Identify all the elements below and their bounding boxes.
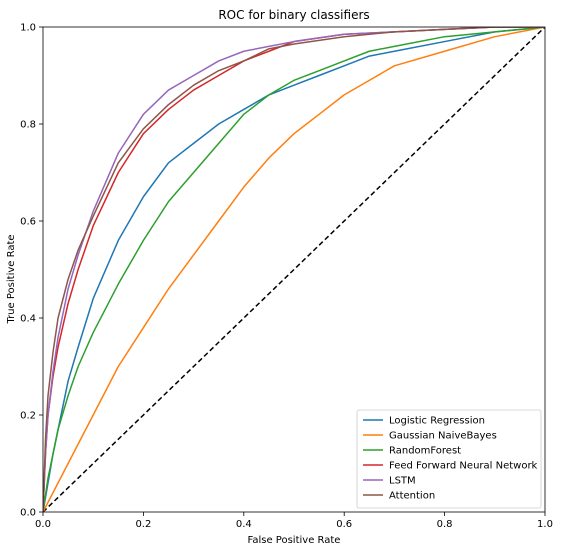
legend-box xyxy=(356,409,542,509)
x-axis-label: False Positive Rate xyxy=(248,535,341,546)
x-tick-label: 0.0 xyxy=(35,519,51,530)
y-tick-label: 0.0 xyxy=(20,508,36,519)
series-line-logistic-regression xyxy=(43,27,545,512)
series-line-gaussian-naivebayes xyxy=(43,27,545,512)
chart-title: ROC for binary classifiers xyxy=(218,8,369,22)
x-tick-label: 0.6 xyxy=(336,519,352,530)
y-tick-label: 1.0 xyxy=(20,23,36,34)
y-tick-label: 0.6 xyxy=(20,217,36,228)
series-line-attention xyxy=(43,27,545,512)
x-tick-label: 0.4 xyxy=(236,519,252,530)
legend-label: Feed Forward Neural Network xyxy=(389,461,538,472)
series-line-randomforest xyxy=(43,27,545,512)
legend: Logistic Regression Gaussian NaiveBayes Ra… xyxy=(356,409,542,509)
legend-label: LSTM xyxy=(389,476,416,487)
y-tick-label: 0.8 xyxy=(20,120,36,131)
legend-label: Attention xyxy=(389,491,435,502)
series-line-lstm xyxy=(43,27,545,512)
series-group xyxy=(43,27,545,512)
x-tick-label: 1.0 xyxy=(537,519,553,530)
legend-label: Logistic Regression xyxy=(389,416,485,427)
y-axis-label: True Positive Rate xyxy=(6,234,17,324)
y-tick-label: 0.4 xyxy=(20,314,36,325)
x-tick-label: 0.2 xyxy=(135,519,151,530)
legend-label: Gaussian NaiveBayes xyxy=(389,431,497,442)
plot-area: 0.0 0.2 0.4 0.6 0.8 1.0 0.0 0.2 0.4 0.6 0.8 1.0 xyxy=(20,23,553,531)
x-tick-label: 0.8 xyxy=(437,519,453,530)
y-tick-label: 0.2 xyxy=(20,411,36,422)
chance-line xyxy=(43,27,545,512)
legend-label: RandomForest xyxy=(389,446,461,457)
plot-frame xyxy=(42,26,546,513)
